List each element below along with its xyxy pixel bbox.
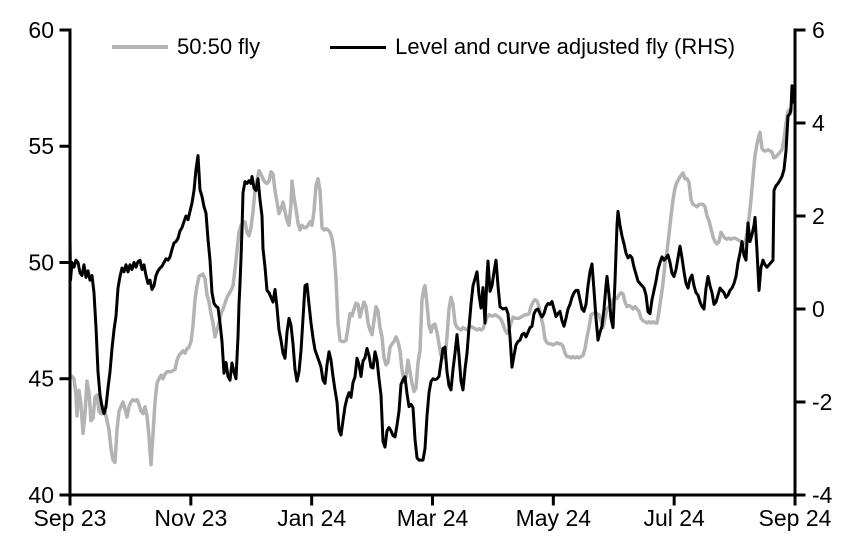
x-axis-label: Sep 23: [34, 505, 107, 531]
y-axis-left-label: 55: [28, 133, 54, 159]
y-axis-left-label: 50: [28, 249, 54, 275]
y-axis-right-label: 4: [812, 110, 825, 136]
y-axis-right-label: -2: [812, 389, 832, 415]
legend-swatch-gray-line: [112, 45, 168, 49]
y-axis-left-label: 60: [28, 17, 54, 43]
x-axis-label: May 24: [516, 505, 592, 531]
series-line-level-curve-adjusted-fly: [68, 84, 795, 462]
y-axis-left-label: 40: [28, 482, 54, 508]
y-axis-right-label: 6: [812, 17, 825, 43]
y-axis-right-label: -4: [812, 482, 833, 508]
x-axis-label: Nov 23: [154, 505, 227, 531]
legend-item-5050-fly: 50:50 fly: [112, 34, 260, 60]
legend-swatch-black-line: [330, 45, 387, 49]
x-axis-label: Sep 24: [759, 505, 832, 531]
x-axis-label: Mar 24: [397, 505, 469, 531]
y-axis-right-label: 2: [812, 203, 825, 229]
y-axis-left-label: 45: [28, 366, 54, 392]
series-line-5050-fly: [68, 107, 793, 467]
legend-label-5050-fly: 50:50 fly: [177, 34, 261, 59]
legend-item-level-curve-fly: Level and curve adjusted fly (RHS): [330, 34, 735, 60]
x-axis-label: Jan 24: [277, 505, 346, 531]
x-axis-label: Jul 24: [643, 505, 705, 531]
y-axis-right-label: 0: [812, 296, 825, 322]
legend-label-level-curve-fly: Level and curve adjusted fly (RHS): [395, 34, 736, 59]
chart-legend: 50:50 fly Level and curve adjusted fly (…: [112, 34, 735, 60]
